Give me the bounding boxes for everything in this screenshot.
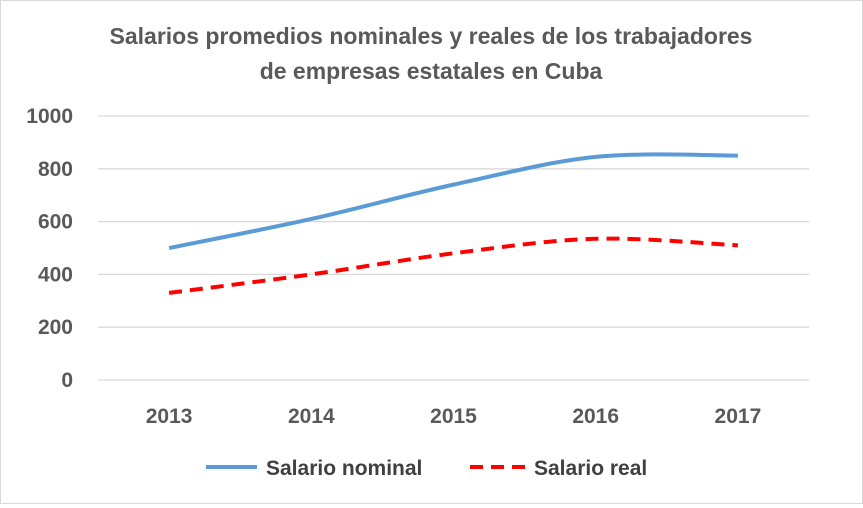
y-tick-label: 600 bbox=[38, 211, 73, 234]
legend-label-real: Salario real bbox=[534, 457, 647, 480]
legend-label-nominal: Salario nominal bbox=[266, 457, 422, 480]
series-line-nominal bbox=[168, 152, 738, 250]
y-axis-ticks: 0 200 400 600 800 1000 bbox=[26, 105, 73, 392]
legend: Salario nominal Salario real bbox=[206, 457, 647, 480]
series-lines bbox=[168, 152, 738, 295]
y-tick-label: 400 bbox=[38, 263, 73, 286]
chart-title-line-2: de empresas estatales en Cuba bbox=[260, 58, 603, 84]
y-tick-label: 0 bbox=[61, 369, 73, 392]
y-tick-label: 800 bbox=[38, 158, 73, 181]
series-line-real bbox=[168, 236, 738, 295]
x-tick-label: 2017 bbox=[715, 405, 762, 428]
x-tick-label: 2016 bbox=[572, 405, 619, 428]
chart-title-line-1: Salarios promedios nominales y reales de… bbox=[110, 23, 753, 49]
y-tick-label: 1000 bbox=[26, 105, 73, 128]
x-tick-label: 2015 bbox=[430, 405, 477, 428]
y-tick-label: 200 bbox=[38, 316, 73, 339]
x-axis-ticks: 2013 2014 2015 2016 2017 bbox=[146, 405, 762, 428]
x-tick-label: 2013 bbox=[146, 405, 193, 428]
x-tick-label: 2014 bbox=[288, 405, 335, 428]
gridlines bbox=[98, 115, 809, 381]
